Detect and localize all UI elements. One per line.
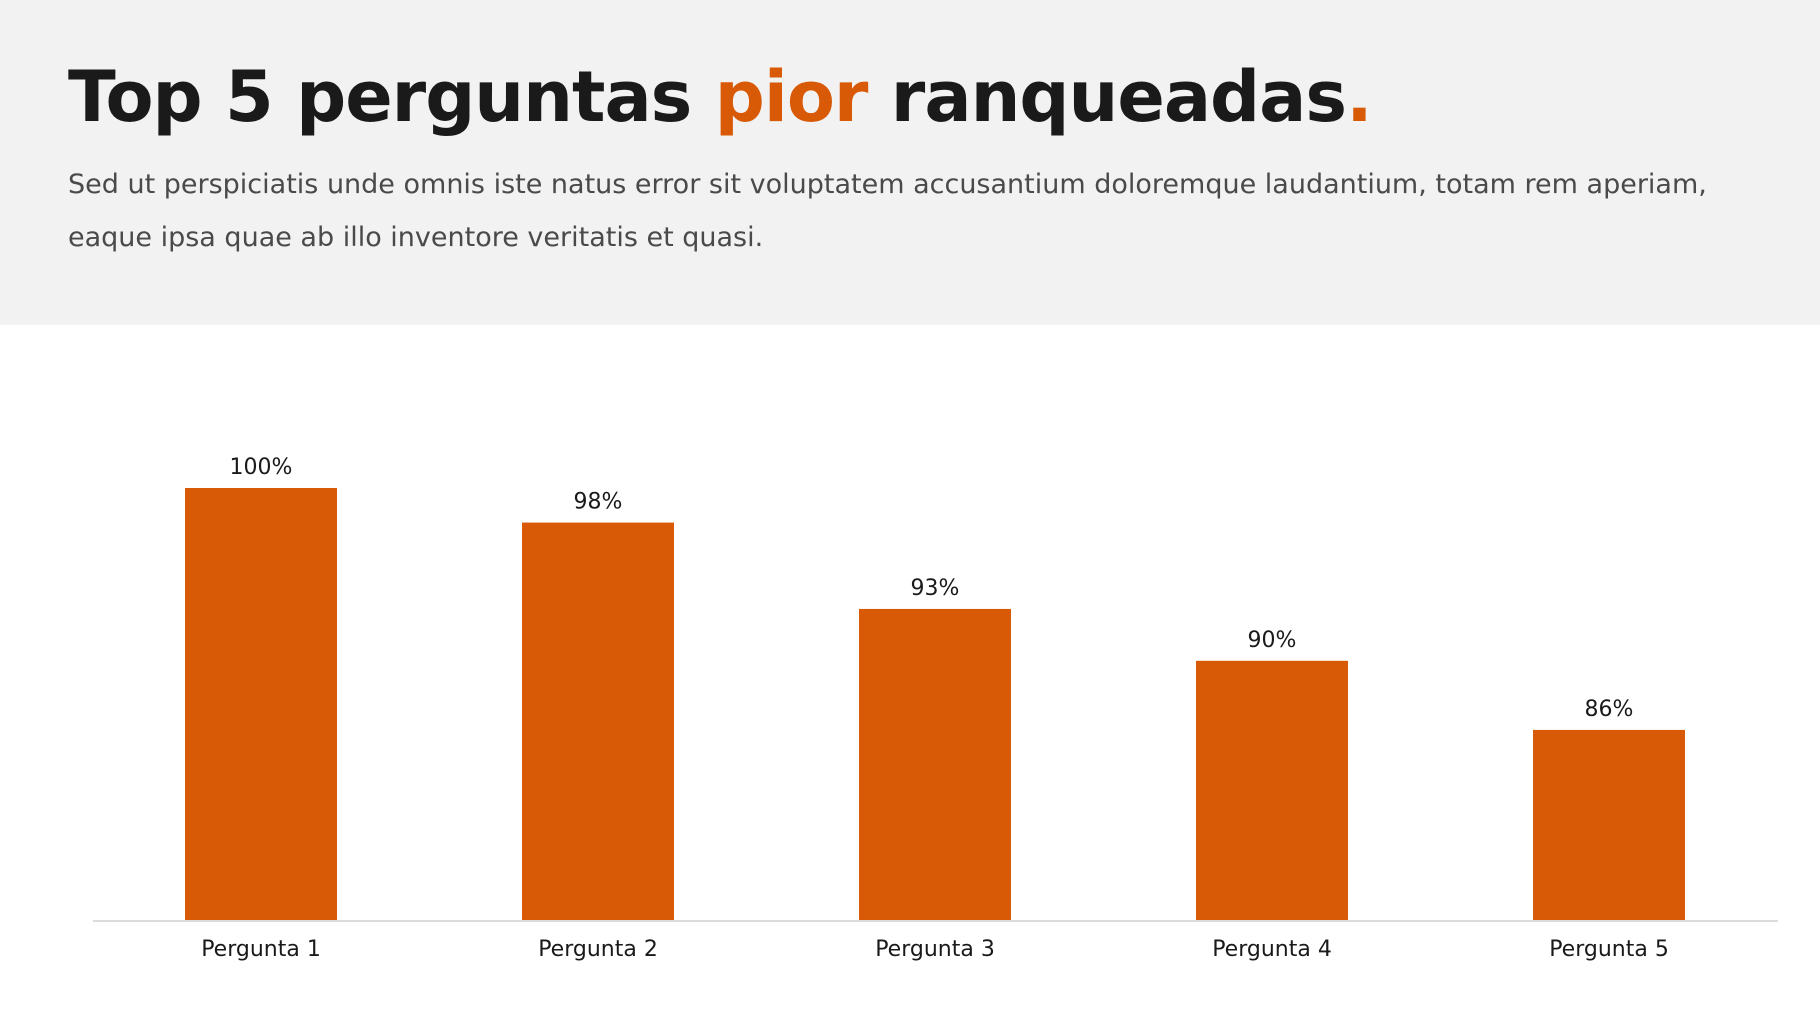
value-label-5: 86% <box>1585 697 1634 722</box>
bar-2 <box>522 522 674 920</box>
value-label-2: 98% <box>574 490 623 515</box>
page-title: Top 5 perguntas pior ranqueadas. <box>68 52 1373 142</box>
header-band: Top 5 perguntas pior ranqueadas. Sed ut … <box>0 0 1820 325</box>
bar-3 <box>859 608 1011 920</box>
value-label-1: 100% <box>230 455 293 480</box>
category-label-4: Pergunta 4 <box>1212 937 1332 962</box>
bar-chart: 100% Pergunta 1 98% Pergunta 2 93% Pergunta 3… <box>93 455 1778 962</box>
value-label-4: 90% <box>1248 628 1297 653</box>
bar-4 <box>1196 660 1348 920</box>
category-label-2: Pergunta 2 <box>538 937 658 962</box>
page-subtitle: Sed ut perspiciatis unde omnis iste natu… <box>68 169 1707 253</box>
title-part-1: Top 5 perguntas <box>68 56 715 138</box>
title-part-2: ranqueadas <box>867 56 1347 138</box>
value-label-3: 93% <box>911 576 960 601</box>
title-accent-word: pior <box>714 56 869 138</box>
category-label-5: Pergunta 5 <box>1549 937 1669 962</box>
bar-5 <box>1533 729 1685 920</box>
category-label-1: Pergunta 1 <box>201 937 321 962</box>
title-period: . <box>1346 56 1373 138</box>
bar-1 <box>185 488 337 920</box>
category-label-3: Pergunta 3 <box>875 937 995 962</box>
